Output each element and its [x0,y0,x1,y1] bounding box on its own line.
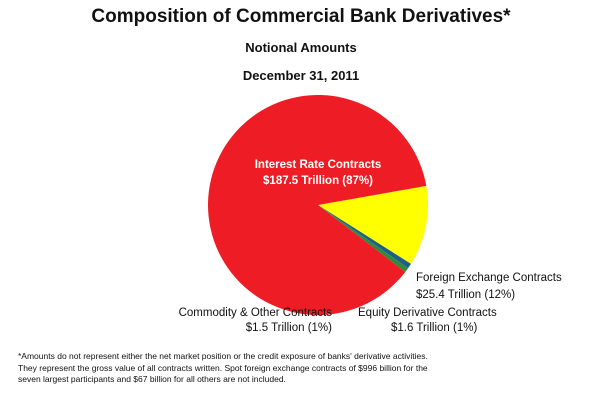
chart-date: December 31, 2011 [242,68,360,83]
slice-label-interest-rate-name: Interest Rate Contracts [255,159,382,171]
footnote-line: They represent the gross value of all co… [18,362,428,373]
slice-label-equity-name: Equity Derivative Contracts [358,307,497,319]
pie-slice-commodity-other-contracts [318,205,409,272]
pie-slice-interest-rate-contracts [208,94,427,315]
slice-label-foreign-exchange-value: $25.4 Trillion (12%) [416,289,515,301]
slice-label-commodity-name: Commodity & Other Contracts [179,307,333,319]
slice-label-commodity-value: $1.5 Trillion (1%) [246,322,332,334]
pie-labels: Interest Rate Contracts $187.5 Trillion (… [179,159,562,334]
chart-title: Composition of Commercial Bank Derivativ… [91,6,511,27]
slice-label-equity-value: $1.6 Trillion (1%) [391,322,477,334]
footnote-line: *Amounts do not represent either the net… [18,351,428,361]
slice-label-interest-rate-value: $187.5 Trillion (87%) [263,175,373,187]
slice-label-foreign-exchange-name: Foreign Exchange Contracts [416,272,562,284]
pie-slices [208,94,428,315]
pie-chart: Interest Rate Contracts $187.5 Trillion (… [179,94,562,334]
pie-slice-equity-derivative-contracts [318,205,411,269]
chart-subtitle: Notional Amounts [245,40,357,55]
footnote-line: seven largest participants and $67 billi… [18,374,286,384]
footnote: *Amounts do not represent either the net… [18,351,588,386]
pie-slice-foreign-exchange-contracts [318,185,428,264]
